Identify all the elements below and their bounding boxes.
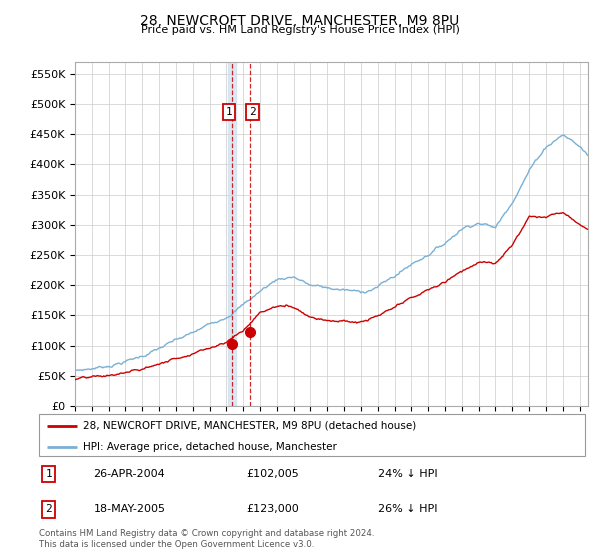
- Text: Price paid vs. HM Land Registry's House Price Index (HPI): Price paid vs. HM Land Registry's House …: [140, 25, 460, 35]
- Text: 28, NEWCROFT DRIVE, MANCHESTER, M9 8PU: 28, NEWCROFT DRIVE, MANCHESTER, M9 8PU: [140, 14, 460, 28]
- Text: HPI: Average price, detached house, Manchester: HPI: Average price, detached house, Manc…: [83, 442, 337, 452]
- Text: 1: 1: [46, 469, 52, 479]
- Text: 2: 2: [249, 107, 256, 116]
- Text: 2: 2: [46, 505, 52, 515]
- Text: 18-MAY-2005: 18-MAY-2005: [94, 505, 166, 515]
- Text: 28, NEWCROFT DRIVE, MANCHESTER, M9 8PU (detached house): 28, NEWCROFT DRIVE, MANCHESTER, M9 8PU (…: [83, 421, 416, 431]
- FancyBboxPatch shape: [39, 414, 585, 456]
- Text: £123,000: £123,000: [247, 505, 299, 515]
- Bar: [227, 62, 236, 406]
- Text: 1: 1: [226, 107, 232, 116]
- Text: 26% ↓ HPI: 26% ↓ HPI: [377, 505, 437, 515]
- Text: Contains HM Land Registry data © Crown copyright and database right 2024.
This d: Contains HM Land Registry data © Crown c…: [39, 529, 374, 549]
- Text: £102,005: £102,005: [247, 469, 299, 479]
- Text: 24% ↓ HPI: 24% ↓ HPI: [377, 469, 437, 479]
- Text: 26-APR-2004: 26-APR-2004: [94, 469, 166, 479]
